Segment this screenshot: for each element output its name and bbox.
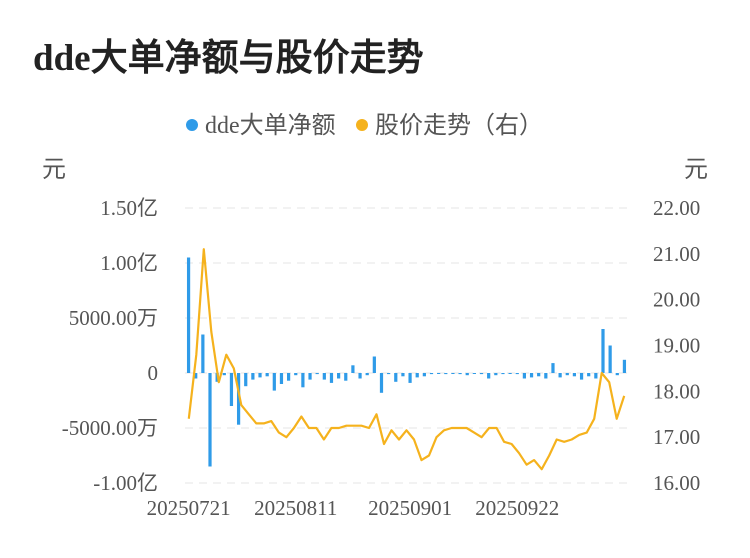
x-tick-label: 20250811 xyxy=(254,496,337,520)
left-axis-ticks: -1.00亿 -5000.00万 0 5000.00万 1.00亿 1.50亿 xyxy=(62,196,158,495)
dde-bar xyxy=(515,373,519,375)
right-tick-label: 22.00 xyxy=(653,196,700,220)
dde-bar xyxy=(422,373,426,377)
dde-bar xyxy=(558,373,562,378)
dde-bar xyxy=(365,373,369,376)
dde-bar xyxy=(272,373,276,391)
dde-bar xyxy=(258,373,262,378)
dde-bar xyxy=(236,373,241,425)
dde-bar xyxy=(494,373,498,376)
dde-bar xyxy=(572,373,577,377)
dde-bar xyxy=(479,373,484,375)
right-axis-ticks: 16.00 17.00 18.00 19.00 20.00 21.00 22.00 xyxy=(653,196,700,495)
right-tick-label: 19.00 xyxy=(653,334,700,358)
dde-bar xyxy=(444,373,448,375)
dde-bar xyxy=(501,373,505,375)
x-tick-label: 20250721 xyxy=(147,496,231,520)
dde-bar xyxy=(622,359,627,373)
left-tick-label: -5000.00万 xyxy=(62,416,158,440)
dde-bar xyxy=(251,373,255,380)
dde-bar xyxy=(601,329,605,373)
dde-bar xyxy=(308,373,312,380)
dde-bar xyxy=(465,373,469,376)
dde-bar xyxy=(265,373,269,377)
dde-bar xyxy=(186,257,191,373)
dde-bar xyxy=(594,373,598,379)
dde-bar xyxy=(608,345,612,373)
price-line-series xyxy=(187,248,626,471)
dde-bar xyxy=(358,373,362,379)
dde-bar xyxy=(537,373,541,377)
left-tick-label: 1.00亿 xyxy=(100,251,158,275)
right-tick-label: 17.00 xyxy=(653,425,700,449)
dde-bar xyxy=(379,373,384,393)
dde-bar xyxy=(529,373,534,378)
dde-bar xyxy=(401,373,405,377)
dde-bar xyxy=(286,373,291,381)
right-tick-label: 18.00 xyxy=(653,379,700,403)
dde-bar xyxy=(344,373,348,381)
dde-bar xyxy=(279,373,284,384)
left-axis-unit: 元 xyxy=(42,157,66,183)
dde-bar xyxy=(451,373,455,374)
legend-label-price[interactable]: 股价走势（右） xyxy=(375,112,543,139)
left-tick-label: 1.50亿 xyxy=(100,196,158,220)
left-tick-label: 5000.00万 xyxy=(69,306,158,330)
dde-bar xyxy=(587,373,591,377)
dde-bar xyxy=(301,373,305,388)
dde-bar xyxy=(437,373,441,374)
dde-bar xyxy=(472,373,476,374)
dde-bar xyxy=(565,373,569,376)
price-line xyxy=(187,248,626,471)
dde-bar xyxy=(408,373,412,383)
dde-bar xyxy=(194,373,198,379)
dde-bar xyxy=(329,373,334,383)
legend: dde大单净额 股价走势（右） xyxy=(186,112,543,139)
dde-bar xyxy=(222,373,226,376)
right-axis-unit: 元 xyxy=(684,157,708,183)
dde-bar xyxy=(201,334,205,373)
dde-bar xyxy=(372,356,376,373)
dde-bar xyxy=(429,373,434,375)
dde-bar xyxy=(394,373,398,382)
legend-label-dde[interactable]: dde大单净额 xyxy=(205,112,336,139)
x-tick-label: 20250901 xyxy=(368,496,452,520)
dde-bar xyxy=(294,373,298,376)
left-tick-label: -1.00亿 xyxy=(93,471,158,495)
legend-marker-dde xyxy=(186,119,198,131)
x-axis-ticks: 20250721 20250811 20250901 20250922 xyxy=(147,496,560,520)
legend-marker-price xyxy=(356,119,368,131)
dde-bar xyxy=(615,373,619,376)
dde-bar xyxy=(508,373,512,374)
dde-bar xyxy=(579,373,584,380)
right-tick-label: 21.00 xyxy=(653,242,700,266)
dde-bar xyxy=(322,373,326,380)
dde-bar xyxy=(387,373,391,375)
dde-bar xyxy=(208,373,212,467)
dde-bar xyxy=(522,373,527,379)
dde-bar xyxy=(315,373,319,375)
dde-bar xyxy=(544,373,548,379)
dde-bar xyxy=(551,363,555,373)
dde-bar xyxy=(487,373,491,379)
dde-bar xyxy=(351,365,355,373)
right-tick-label: 16.00 xyxy=(653,471,700,495)
dde-bars xyxy=(186,257,627,467)
right-tick-label: 20.00 xyxy=(653,288,700,312)
left-tick-label: 0 xyxy=(148,361,159,385)
dde-bar xyxy=(229,373,234,406)
dde-bar xyxy=(415,373,419,378)
dde-bar xyxy=(337,373,341,379)
dde-bar xyxy=(458,373,462,375)
x-tick-label: 20250922 xyxy=(475,496,559,520)
chart-title: dde大单净额与股价走势 xyxy=(33,37,424,79)
dde-bar xyxy=(244,373,248,387)
